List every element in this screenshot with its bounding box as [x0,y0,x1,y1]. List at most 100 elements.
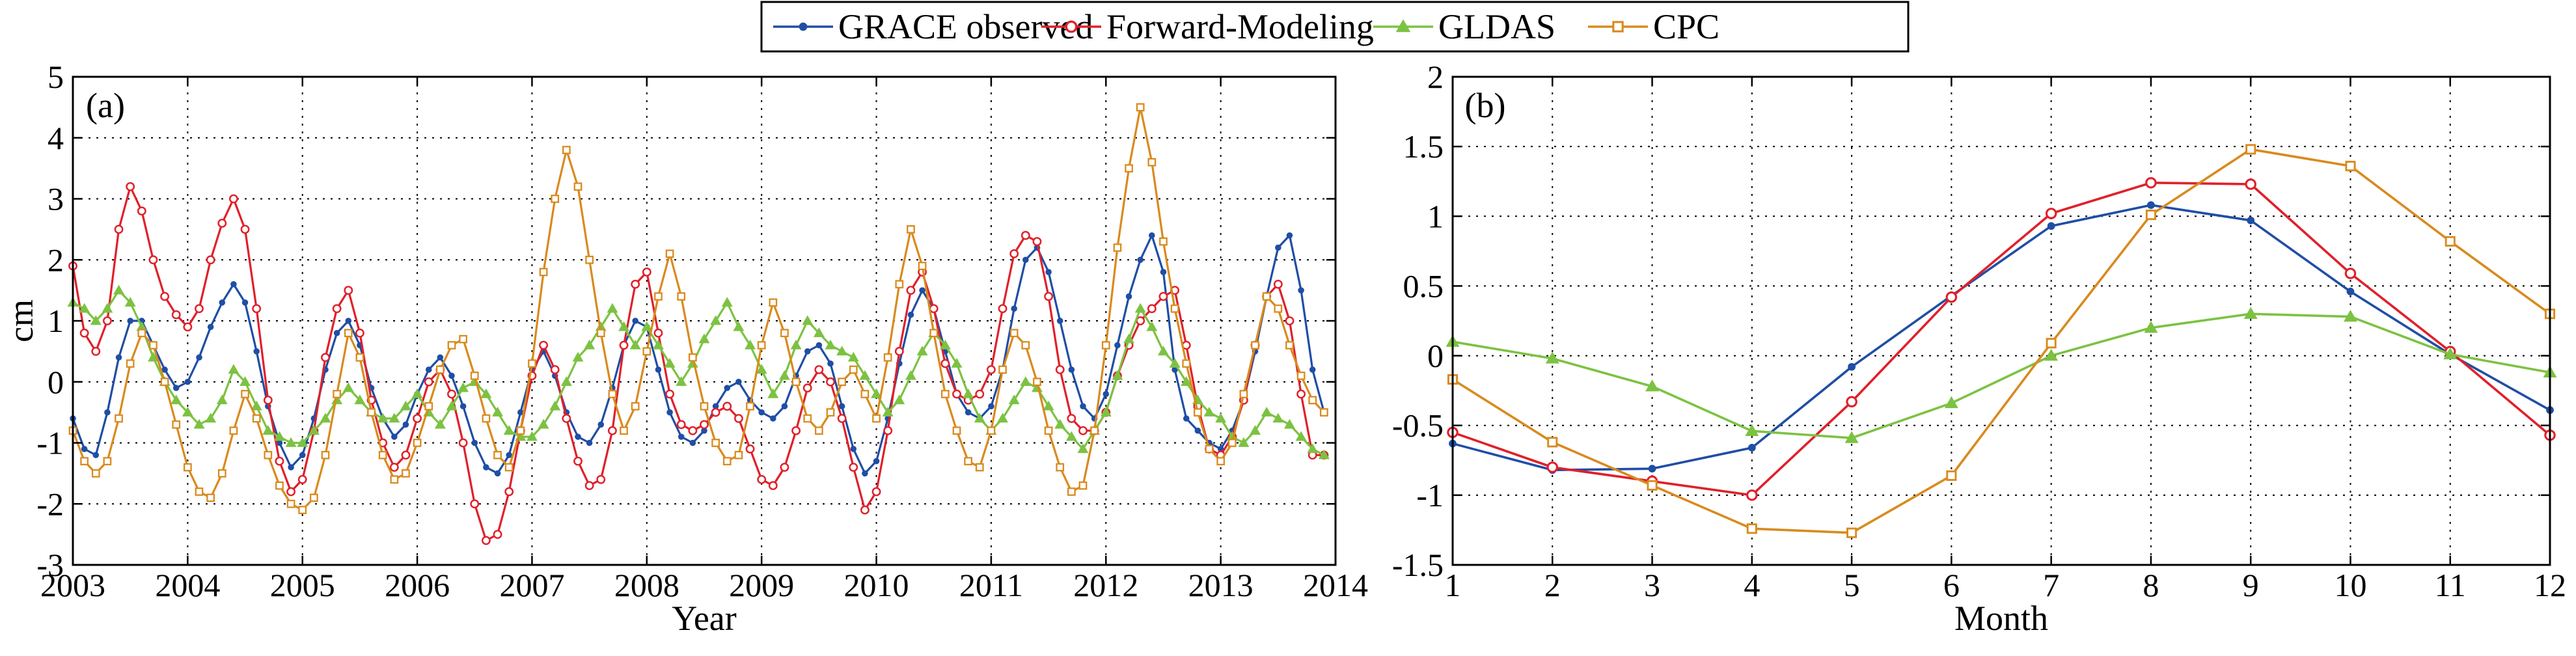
panel-a-point-cpc [1319,408,1328,417]
panel-b-point-gldas [1745,424,1759,436]
panel-a-point-forward-modeling [814,365,824,374]
panel-a-point-cpc [229,426,238,435]
panel-a-point-grace-observed [678,433,685,440]
panel-a-point-gldas [951,358,963,368]
panel-a-point-cpc [126,359,135,368]
panel-a-point-forward-modeling [1285,316,1295,325]
legend-swatch-marker [1612,21,1624,33]
panel-a-point-cpc [940,390,950,398]
panel-a-point-cpc [987,426,996,435]
panel-a-point-cpc [160,377,169,387]
panel-a-point-cpc [413,439,422,447]
panel-a-point-gldas [676,376,687,386]
panel-a-point-grace-observed [815,342,823,349]
panel-a-point-cpc [309,493,318,502]
panel-a-point-gldas [389,413,400,423]
panel-a-point-gldas [251,400,262,411]
panel-a-point-grace-observed [230,280,237,288]
panel-a-point-gldas [916,346,928,356]
panel-a-point-cpc [1067,487,1076,496]
panel-a-point-gldas [939,339,951,349]
panel-a-point-forward-modeling [871,487,881,497]
panel-a-y-tick-label: 3 [48,181,64,217]
panel-a-point-gldas [790,339,802,349]
panel-a-point-cpc [321,450,330,459]
panel-a-point-gldas [1100,407,1112,417]
panel-a-point-gldas [1065,431,1077,441]
panel-a-point-forward-modeling [894,346,904,356]
panel-a-series-grace-observed [70,232,1328,477]
panel-a-point-cpc [1239,390,1248,398]
panel-b-x-tick-label: 2 [1544,567,1561,603]
panel-a-point-gldas [847,351,859,362]
panel-a-point-gldas [147,351,159,362]
panel-a-point-cpc [217,469,226,478]
panel-a-point-forward-modeling [780,463,789,472]
panel-a-point-cpc [929,329,939,338]
panel-a-point-grace-observed [1149,232,1155,239]
panel-a-point-cpc [677,292,686,301]
panel-b-series-grace-observed [1449,201,2554,474]
panel-a: 2003 2004 2005 2006 2007 2008 2009 2010 2011 2012… [1,59,1368,638]
panel-a-line-forward-modeling [72,185,1324,542]
panel-a-point-cpc [620,426,628,435]
panel-a-point-gldas [664,358,676,368]
panel-a-point-gldas [963,388,974,398]
panel-a-point-cpc [539,267,548,277]
panel-b-point-grace-observed [2147,201,2155,210]
panel-a-point-gldas [802,315,814,325]
panel-a-point-forward-modeling [860,505,870,515]
panel-a-point-grace-observed [437,354,444,361]
panel-a-point-forward-modeling [355,328,364,338]
panel-a-point-gldas [446,400,458,411]
panel-a-point-cpc [1262,292,1271,301]
panel-a-point-grace-observed [862,470,868,477]
panel-b-line-cpc [1452,148,2551,534]
panel-a-point-cpc [1033,377,1041,387]
panel-b-y-tick-label: 1 [1427,198,1444,234]
panel-a-point-gldas [182,407,193,417]
panel-a-point-gldas [503,425,515,435]
panel-a-point-forward-modeling [1273,279,1283,289]
panel-a-point-gldas [1261,407,1272,417]
panel-a-point-cpc [1125,164,1133,172]
panel-b-panel-label: (b) [1465,86,1506,125]
panel-a-point-grace-observed [988,403,994,410]
panel-a-point-forward-modeling [653,328,663,338]
panel-a-point-forward-modeling [252,304,262,314]
panel-a-point-cpc [137,329,146,338]
panel-a-point-gldas [377,413,389,423]
panel-a-point-gldas [480,388,492,398]
panel-a-point-gldas [1123,333,1135,344]
panel-a-point-gldas [354,394,366,405]
panel-a-point-cpc [241,390,249,398]
panel-a-point-forward-modeling [424,377,433,387]
panel-a-point-grace-observed [184,378,191,385]
panel-b-point-grace-observed [2047,222,2055,230]
panel-a-point-gldas [733,321,745,331]
panel-a-point-forward-modeling [413,414,422,423]
panel-a-point-forward-modeling [1078,426,1088,435]
legend-label: GLDAS [1438,7,1555,46]
panel-a-point-grace-observed [781,403,788,410]
panel-a-point-forward-modeling [768,481,778,491]
panel-b-point-grace-observed [2247,216,2255,225]
panel-a-point-gldas [572,351,584,362]
panel-a-point-forward-modeling [607,426,617,435]
panel-a-point-grace-observed [1309,366,1316,373]
panel-a-point-cpc [711,439,720,447]
panel-a-x-tick-label: 2014 [1303,567,1368,603]
panel-a-point-forward-modeling [148,255,158,265]
panel-a-point-grace-observed [288,464,294,471]
panel-a-point-gldas [756,364,767,374]
panel-a-point-gldas [629,339,641,349]
panel-a-point-grace-observed [92,452,100,459]
panel-a-point-cpc [573,182,582,191]
panel-a-point-cpc [1101,341,1110,349]
panel-b-x-tick-label: 7 [2043,567,2059,603]
panel-a-point-cpc [1251,341,1259,349]
panel-a-point-forward-modeling [79,328,89,338]
panel-a-point-grace-observed [81,446,88,452]
panel-a-point-forward-modeling [676,420,686,430]
panel-b-x-tick-label: 6 [1943,567,1960,603]
